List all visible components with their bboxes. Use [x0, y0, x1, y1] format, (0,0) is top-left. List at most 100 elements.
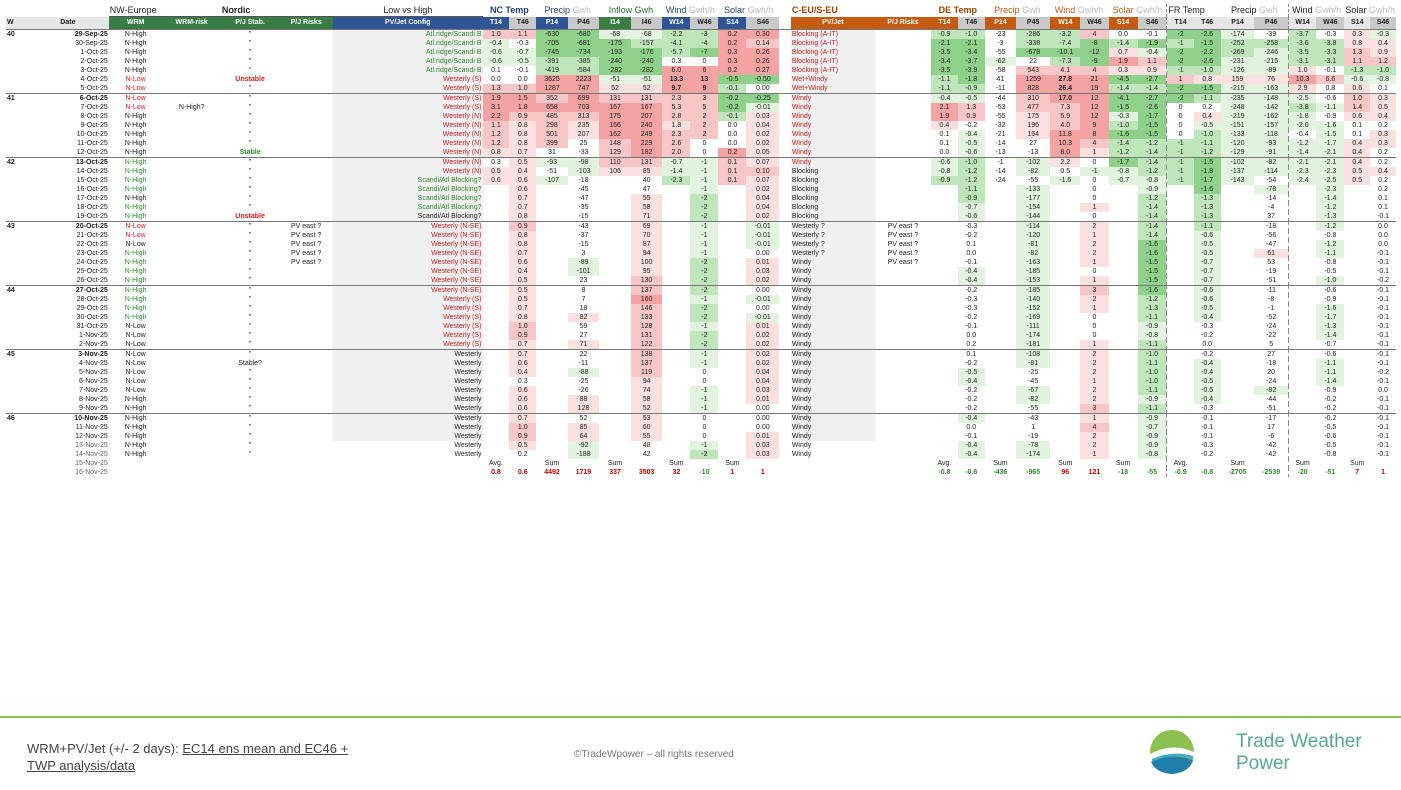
fr-value-cell: -1.3 [1344, 66, 1371, 75]
fr-value-cell: -20 [1287, 468, 1317, 477]
nordic-value-cell [718, 340, 746, 350]
de-value-cell [985, 386, 1017, 395]
column-header: P14 [536, 16, 568, 30]
de-value-cell: 0.0 [939, 149, 950, 156]
nordic-value-cell: 1719 [575, 469, 592, 476]
fr-value-cell [1166, 313, 1194, 322]
table-row: 30-Sep-25 N-High " Atl.ridge/Scandi B -0.4 -0… [6, 39, 1396, 48]
nordic-value-cell: -2.2 [662, 29, 691, 39]
de-value-cell: -0.6 [930, 157, 958, 167]
nordic-value-cell: -101 [567, 267, 600, 276]
fr-value-cell: -8 [1268, 296, 1275, 303]
de-value-cell [931, 267, 958, 276]
nordic-value-cell: 0.00 [755, 85, 770, 92]
de-value-cell: -1.5 [1137, 267, 1167, 276]
fr-value-cell [1221, 423, 1255, 432]
nordic-value-cell: 95 [630, 267, 663, 276]
ceu-pv-jet-cell: Windy [790, 423, 875, 432]
fr-value-cell: -248 [1220, 103, 1255, 112]
fr-value-cell: -0.8 [1201, 469, 1214, 476]
nordic-value-cell: -1 [690, 157, 719, 167]
de-value-cell: -1.2 [1137, 295, 1167, 304]
fr-value-cell [1287, 432, 1317, 441]
nordic-value-cell [662, 304, 690, 313]
nordic-value-cell: 0.04 [746, 121, 780, 130]
column-header: T46 [957, 16, 985, 30]
nordic-value-cell: -2 [690, 304, 719, 313]
fr-value-cell: -1.3 [1193, 194, 1221, 203]
wrm-risk-cell [162, 404, 220, 414]
week-number [6, 139, 27, 148]
nordic-value-cell: 235 [567, 121, 600, 130]
wrm-cell: N-High [124, 268, 147, 275]
wrm-cell: N-Low [125, 241, 146, 248]
fr-value-cell: -17 [1254, 413, 1289, 423]
table-row: 43 20-Oct-25 N-Low " PV east ? Westerly (N-SE… [6, 221, 1396, 231]
de-value-cell: 8 [1080, 130, 1109, 139]
fr-value-cell [1344, 304, 1370, 313]
nordic-value-cell [662, 194, 690, 203]
de-value-cell: 0 [1092, 268, 1097, 275]
nordic-value-cell [509, 459, 536, 468]
fr-value-cell: -1.6 [1316, 121, 1345, 130]
fr-value-cell: -0.1 [1370, 413, 1396, 423]
de-value-cell: -1.5 [1137, 258, 1167, 267]
de-value-cell: -174 [1016, 331, 1051, 340]
de-value-cell [931, 249, 958, 258]
nordic-value-cell: 0.10 [746, 167, 780, 176]
fr-value-cell: -0.2 [1377, 277, 1390, 284]
nordic-value-cell: -1 [690, 221, 719, 231]
fr-value-cell: -0.9 [1166, 468, 1194, 477]
inflow-label: Inflow [608, 5, 633, 16]
nordic-value-cell: 167 [599, 103, 631, 112]
pv-jet-config-cell: Westerly (N-SE) [333, 285, 483, 295]
solar-label: Solar [724, 5, 746, 16]
de-value-cell: 1.9 [930, 112, 958, 121]
logo: Trade Weather Power [1146, 728, 1396, 780]
nordic-value-cell [599, 194, 631, 203]
footnote-link[interactable]: EC14 ens mean and EC46 + [182, 741, 349, 756]
nordic-value-cell: 0.00 [755, 250, 770, 257]
nordic-value-cell: 0.8 [509, 212, 537, 222]
de-value-cell: -3.7 [957, 57, 985, 66]
nordic-value-cell: 0.8 [509, 139, 537, 148]
wrm-cell: N-Low [125, 85, 146, 92]
fr-value-cell: -2.0 [1287, 121, 1317, 130]
group-nordic: Nordic [220, 4, 334, 17]
nordic-value-cell: -26 [578, 387, 589, 394]
nordic-value-cell: 0.04 [746, 194, 780, 203]
nordic-value-cell: 3503 [638, 469, 655, 476]
table-row: 26-Oct-25 N-High " Westerly (N-SE) 0.5 23 130-… [6, 276, 1396, 286]
fr-value-cell [1221, 185, 1255, 194]
fr-value-cell: 0.3 [1370, 130, 1396, 139]
ceu-pj-risks-cell [875, 304, 931, 313]
nordic-value-cell: 0 [702, 149, 707, 156]
nordic-value-cell [718, 212, 746, 222]
column-header: PV/Jet [790, 16, 875, 30]
nordic-value-cell: 131 [630, 157, 663, 167]
fr-value-cell: -0.1 [1377, 451, 1390, 458]
footnote-link-line2[interactable]: TWP analysis/data [27, 758, 136, 773]
fr-value-cell: -1.1 [1316, 359, 1345, 368]
fr-value-cell: 0.0 [1378, 241, 1388, 248]
wrm-cell: N-High [108, 29, 163, 39]
fr-value-cell [1166, 349, 1194, 359]
de-value-cell: -1.3 [1137, 304, 1167, 313]
fr-value-cell: -1.0 [1193, 66, 1221, 75]
fr-value-cell: Sum [1230, 460, 1245, 467]
ceu-pj-risks-cell [875, 432, 931, 441]
fr-value-cell: -0.6 [1316, 285, 1345, 295]
date-cell: 24-Oct-25 [76, 259, 108, 266]
nordic-value-cell: 0.5 [482, 167, 510, 176]
de-value-cell [985, 304, 1017, 313]
fr-value-cell [1166, 185, 1194, 194]
fr-value-cell: -2 [1166, 48, 1194, 57]
wrm-risk-cell [162, 212, 220, 222]
fr-value-cell: -0.1 [1377, 442, 1390, 449]
fr-value-cell: -2.3 [1316, 167, 1345, 176]
nordic-value-cell [718, 395, 746, 404]
fr-value-cell: -0.2 [1193, 349, 1221, 359]
nordic-value-cell: -0.6 [482, 48, 510, 57]
gwhh-unit: Gwh/h [1315, 5, 1342, 16]
nordic-value-cell: 0.00 [755, 424, 770, 431]
